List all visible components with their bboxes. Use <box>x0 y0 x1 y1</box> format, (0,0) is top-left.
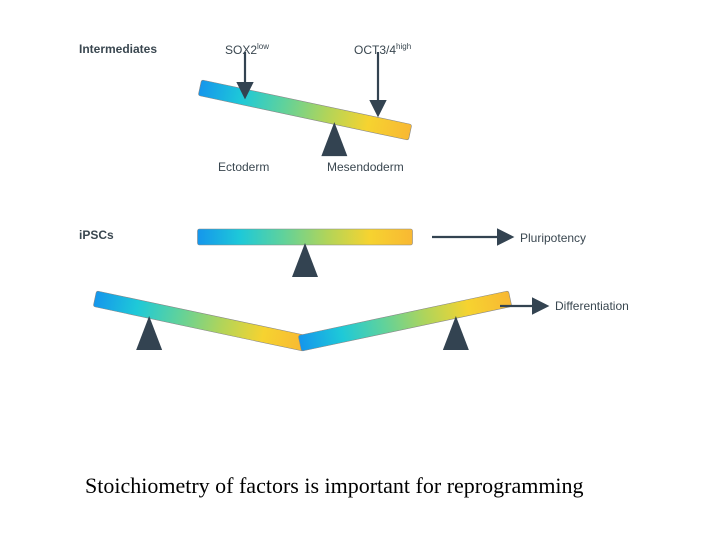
diagram-svg <box>0 0 720 540</box>
